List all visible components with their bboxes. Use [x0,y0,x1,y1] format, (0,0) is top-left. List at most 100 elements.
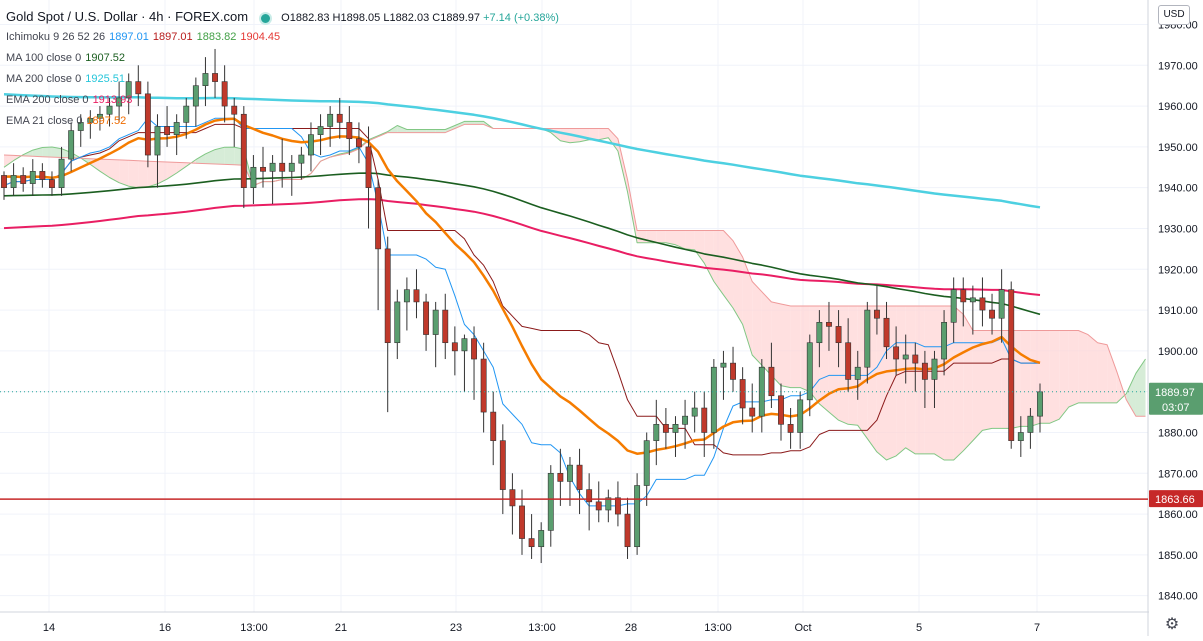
bullish-candle [691,407,698,417]
symbol-title[interactable]: Gold Spot / U.S. Dollar · 4h · FOREX.com [6,9,249,24]
bearish-candle [989,309,995,319]
bullish-candle [969,297,976,303]
legend-row[interactable]: EMA 200 close 0 1913.93 [6,90,559,111]
bullish-candle [634,485,641,548]
legend-label: EMA 200 close 0 [6,94,89,106]
cloud-segment [1087,334,1098,403]
bullish-candle [106,105,113,115]
bullish-candle [1037,391,1043,417]
time-axis: 14 16 13:00 21 23 13:00 28 13:00 Oct 5 7 [43,622,1040,634]
bullish-candle [87,118,94,123]
legend-value: 1897.01 [109,31,149,43]
cloud-segment [147,161,158,187]
cloud-segment [656,230,666,243]
bullish-candle [902,354,909,360]
legend-label: MA 200 close 0 [6,73,82,85]
bullish-candle [288,162,295,172]
bearish-candle [787,424,794,433]
bullish-candle [461,338,468,352]
cloud-segment [781,303,791,388]
bearish-candle [442,309,449,344]
low-value: L1882.03 [383,12,430,24]
cloud-segment [445,125,455,133]
bullish-candle [96,113,103,119]
price-tick-label: 1930.00 [1158,223,1198,235]
cloud-segment [665,230,676,245]
legend-row[interactable]: EMA 21 close 0 1897.52 [6,111,559,132]
bullish-candle [950,289,957,323]
bearish-candle [662,424,669,433]
bearish-candle [624,513,631,548]
bullish-candle [173,122,180,135]
price-tick-label: 1870.00 [1158,468,1198,480]
bullish-candle [547,472,554,531]
legend-row[interactable]: Ichimoku 9 26 52 26 1897.01 1897.01 1883.82… [6,27,559,48]
bullish-candle [941,322,948,360]
ema200-line [3,198,1041,296]
cloud-segment [646,230,657,243]
cloud-segment [982,330,993,431]
cloud-segment [915,306,925,454]
bearish-candle [451,342,458,352]
bullish-candle [643,440,650,486]
cloud-segment [627,179,638,243]
bullish-candle [1017,432,1024,441]
cloud-segment [963,314,973,451]
bullish-candle [202,73,209,86]
cloud-segment [896,306,906,456]
price-tick-label: 1850.00 [1158,550,1198,562]
legend-row[interactable]: MA 200 close 0 1925.51 [6,69,559,90]
cloud-segment [1059,330,1069,420]
legend-value: 1907.52 [85,52,125,64]
bullish-candle [1027,415,1034,433]
support-line [0,391,1148,500]
cloud-segment [464,121,475,125]
bullish-candle [432,309,439,335]
cloud-segment [397,125,407,133]
bearish-candle [912,354,919,364]
cloud-segment [617,138,628,192]
cloud-segment [1097,342,1108,403]
bearish-candle [260,166,266,172]
bullish-candle [308,134,314,156]
ma100-line [3,172,1041,316]
cloud-segment [771,301,781,386]
legend-row[interactable]: MA 100 close 0 1907.52 [6,48,559,69]
cloud-segment [416,129,427,133]
bearish-candle [365,146,372,188]
senkou-span-a-line [3,120,1146,461]
time-tick-label: 16 [159,622,171,634]
cloud-segment [119,159,129,187]
axis-bg [1149,0,1203,636]
bearish-candle [39,171,46,180]
bullish-candle [682,415,689,425]
bearish-candle [835,326,842,344]
bullish-candle [864,309,871,368]
bearish-candle [921,362,928,380]
cloud-segment [713,230,724,295]
price-tag [1149,382,1203,415]
bearish-candle [519,505,525,539]
cloud-segment [454,121,465,129]
time-tick-label: 5 [916,622,922,634]
bearish-candle [423,301,430,335]
cloud-segment [195,153,206,164]
price-tick-label: 1840.00 [1158,591,1198,603]
legend-value: 1925.51 [85,73,125,85]
cloud-segment [224,147,235,165]
ohlc-values: O1882.83 H1898.05 L1882.03 C1889.97 +7.1… [281,12,559,24]
bullish-candle [605,497,612,511]
bullish-candle [720,362,727,368]
cloud-segment [761,291,772,376]
bearish-candle [20,175,27,184]
gear-icon[interactable]: ⚙ [1164,616,1180,633]
ma200-line [3,93,1041,209]
bullish-candle [183,105,190,123]
bullish-candle [816,322,823,344]
ichimoku-cloud [3,120,1146,461]
time-tick-label: 13:00 [528,622,556,634]
price-tag-label: 1889.97 [1155,387,1195,399]
currency-button[interactable]: USD [1158,5,1190,25]
